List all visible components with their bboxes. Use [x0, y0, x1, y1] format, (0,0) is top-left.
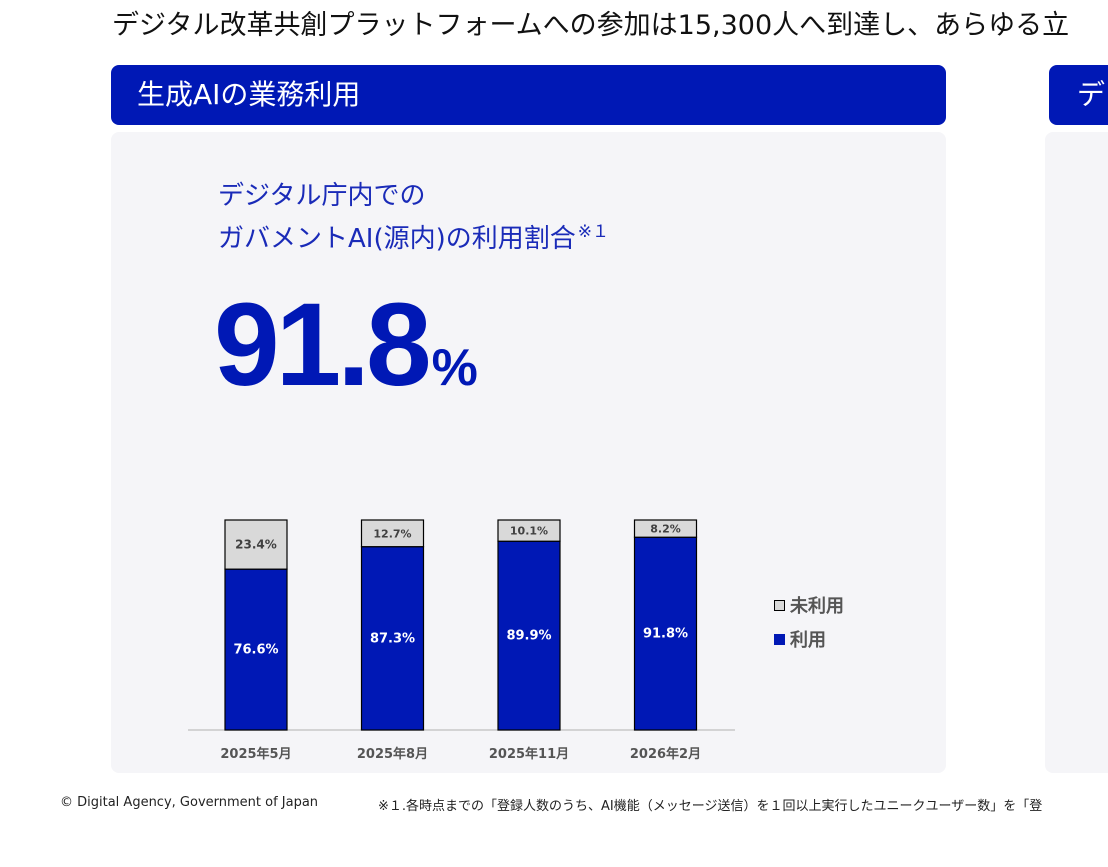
bar-data-label: 91.8% [643, 627, 688, 642]
chart-legend: 未利用 利用 [774, 588, 844, 656]
metric-subtitle-line2: ガバメントAI(源内)の利用割合 [218, 224, 576, 254]
metric-subtitle: デジタル庁内での ガバメントAI(源内)の利用割合 ※１ [218, 178, 609, 257]
bar-segment-unused [224, 519, 288, 570]
bar-segment-unused [633, 519, 698, 538]
footnote-marker: ※１ [577, 222, 609, 242]
page-headline: デジタル改革共創プラットフォームへの参加は15,300人へ到達し、あらゆる立 [112, 10, 1070, 41]
footnote: ※１.各時点までの「登録人数のうち、AI機能（メッセージ送信）を１回以上実行した… [378, 799, 1043, 814]
bar-data-label: 10.1% [510, 525, 548, 538]
panel-header-genai: 生成AIの業務利用 [111, 65, 946, 125]
copyright: © Digital Agency, Government of Japan [60, 795, 319, 810]
bar-data-label: 8.2% [650, 523, 681, 536]
bar-segment-unused [360, 519, 425, 548]
bar-segment-used [224, 568, 288, 731]
legend-item-unused: 未利用 [774, 588, 844, 622]
x-tick-label: 2026年2月 [630, 746, 701, 762]
bar-data-label: 76.6% [233, 643, 278, 658]
legend-swatch-used [774, 633, 785, 645]
x-tick-label: 2025年11月 [489, 746, 569, 762]
bar-data-label: 12.7% [373, 527, 411, 540]
usage-rate-unit: % [431, 339, 478, 397]
bar-data-label: 89.9% [506, 629, 551, 644]
legend-item-used: 利用 [774, 622, 844, 656]
bar-segment-used [633, 536, 698, 731]
metric-subtitle-line1: デジタル庁内での [218, 181, 426, 211]
panel-body-right [1045, 132, 1108, 773]
bar-segment-unused [497, 519, 561, 542]
bar-segment-used [360, 546, 425, 731]
usage-rate-number: 91.8 [214, 279, 432, 411]
legend-label-unused: 未利用 [790, 596, 844, 617]
legend-swatch-unused [774, 599, 785, 611]
bar-data-label: 87.3% [370, 631, 415, 646]
legend-label-used: 利用 [790, 630, 826, 651]
x-tick-label: 2025年8月 [357, 746, 428, 762]
bar-data-label: 23.4% [235, 538, 277, 552]
x-tick-label: 2025年5月 [220, 746, 291, 762]
usage-stacked-bar-chart: 76.6% 23.4% 2025年5月 87.3% 12.7% 2025年8月 89.9% 1… [188, 519, 735, 762]
bar-segment-used [497, 540, 561, 731]
usage-rate-value: 91.8% [214, 280, 478, 410]
panel-header-right: デ [1049, 65, 1108, 125]
